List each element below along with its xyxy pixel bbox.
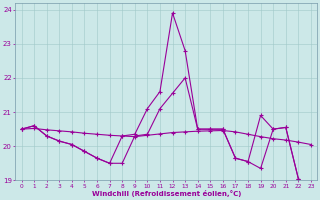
X-axis label: Windchill (Refroidissement éolien,°C): Windchill (Refroidissement éolien,°C) [92,190,241,197]
